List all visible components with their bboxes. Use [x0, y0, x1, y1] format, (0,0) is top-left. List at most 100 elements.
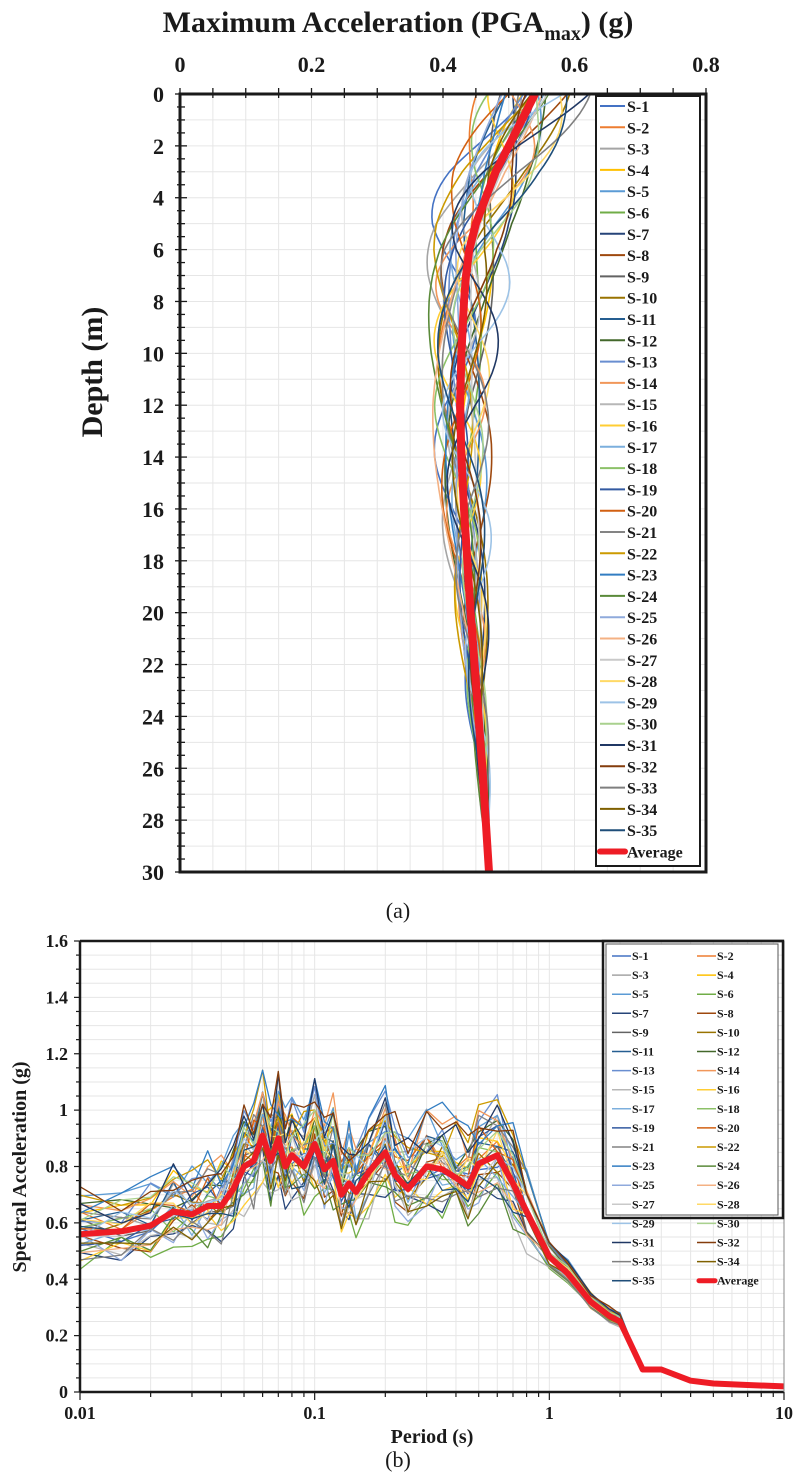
x-tick-label: 0	[175, 52, 186, 77]
legend-label: S-12	[717, 1045, 740, 1059]
legend-label: S-24	[717, 1159, 740, 1173]
legend-label-average: Average	[627, 845, 683, 862]
legend-label: S-8	[627, 248, 649, 265]
series-line-s-31	[79, 1073, 785, 1387]
legend-label: S-3	[632, 968, 649, 982]
legend-label: S-20	[717, 1121, 740, 1135]
y-tick-label: 1.6	[46, 931, 69, 951]
y-tick-label: 24	[142, 704, 164, 729]
panel-b-x-tick-labels: 0.01 0.1 1 10	[64, 1403, 793, 1423]
legend-label: S-23	[632, 1159, 655, 1173]
series-line-s-30	[79, 1103, 785, 1387]
legend-outer-frame	[601, 939, 785, 1220]
legend-label: S-11	[632, 1045, 654, 1059]
x-tick-label: 0.8	[692, 52, 720, 77]
legend-label: S-33	[627, 781, 657, 798]
y-tick-label: 14	[142, 445, 164, 470]
y-tick-label: 16	[142, 497, 164, 522]
y-tick-label: 8	[153, 289, 164, 314]
panel-b-y-tick-labels: 0 0.2 0.4 0.6 0.8 1 1.2 1.4 1.6	[46, 931, 69, 1402]
legend-label: S-31	[632, 1236, 655, 1250]
legend-label: S-25	[627, 610, 657, 627]
legend-label: S-6	[627, 206, 649, 223]
y-tick-label: 0.6	[46, 1213, 69, 1233]
legend-label: S-11	[627, 312, 656, 329]
legend-label: S-12	[627, 333, 657, 350]
legend-label: S-28	[717, 1197, 740, 1211]
x-tick-label: 10	[775, 1403, 793, 1423]
legend-label: S-16	[717, 1083, 740, 1097]
series-line-s-33	[439, 93, 592, 873]
legend-label: S-32	[717, 1236, 740, 1250]
legend-label: S-29	[627, 695, 657, 712]
legend-label: S-16	[627, 419, 657, 436]
legend-label: S-24	[627, 589, 657, 606]
y-tick-label: 0	[59, 1382, 68, 1402]
legend-label: S-13	[627, 355, 657, 372]
legend-label: S-9	[627, 269, 649, 286]
panel-a-legend: S-1 S-2 S-3 S-4 S-5 S-6 S-7 S-8 S-9 S-10 S-11 S-12 S…	[595, 95, 701, 867]
legend-label: S-5	[632, 987, 649, 1001]
legend-label: S-19	[632, 1121, 655, 1135]
y-tick-label: 0.8	[46, 1157, 69, 1177]
panel-a-y-axis-label: Depth (m)	[76, 307, 109, 438]
legend-label: S-27	[632, 1197, 655, 1211]
panel-a-depth-profile: Maximum Acceleration (PGAmax) (g) 0 0.2 0.…	[76, 6, 720, 923]
y-tick-label: 12	[142, 393, 164, 418]
panel-b-y-axis-label: Spectral Acceleration (g)	[9, 1061, 31, 1272]
panel-a-average-line	[456, 92, 539, 873]
y-tick-label: 28	[142, 808, 164, 833]
y-tick-label: 1	[59, 1100, 68, 1120]
legend-label: S-18	[627, 461, 657, 478]
y-tick-label: 1.2	[46, 1044, 69, 1064]
legend-label: S-9	[632, 1025, 649, 1039]
legend-label: S-27	[627, 653, 657, 670]
average-line	[456, 92, 539, 873]
legend-label: S-15	[632, 1083, 655, 1097]
y-tick-label: 4	[153, 186, 164, 211]
panel-a-title: Maximum Acceleration (PGAmax) (g)	[163, 6, 634, 45]
legend-label: S-3	[627, 142, 649, 159]
legend-label: S-15	[627, 397, 657, 414]
panel-b-response-spectra: 0.01 0.1 1 10 0 0.2 0.4 0.6 0.8 1 1.2 1.4 1.6 Spect…	[9, 931, 793, 1472]
legend-label: S-2	[627, 120, 649, 137]
legend-label: S-22	[627, 546, 657, 563]
x-tick-label: 0.6	[561, 52, 589, 77]
legend-label: S-30	[717, 1216, 740, 1230]
average-line	[79, 1132, 785, 1390]
y-tick-label: 22	[142, 653, 164, 678]
legend-label: S-34	[717, 1255, 740, 1269]
legend-label: S-20	[627, 504, 657, 521]
legend-label: S-34	[627, 802, 657, 819]
y-tick-label: 30	[142, 860, 164, 885]
x-tick-label: 0.4	[429, 52, 457, 77]
panel-a-axes	[175, 88, 708, 874]
panel-b-caption: (b)	[385, 1447, 411, 1472]
legend-label: S-2	[717, 949, 734, 963]
legend-label: S-8	[717, 1006, 734, 1020]
y-tick-label: 0.4	[46, 1269, 69, 1289]
legend-label: S-30	[627, 717, 657, 734]
panel-b-x-axis-label: Period (s)	[391, 1426, 474, 1448]
legend-label: S-28	[627, 674, 657, 691]
legend-label: S-1	[627, 99, 649, 116]
legend-label: S-29	[632, 1216, 655, 1230]
legend-label: S-33	[632, 1255, 655, 1269]
legend-label: S-22	[717, 1140, 740, 1154]
legend-label: S-35	[632, 1274, 655, 1288]
legend-label: S-14	[627, 376, 657, 393]
legend-label: S-17	[627, 440, 657, 457]
legend-label: S-6	[717, 987, 734, 1001]
legend-label-average: Average	[717, 1274, 759, 1288]
legend-label: S-21	[627, 525, 657, 542]
legend-label: S-35	[627, 823, 657, 840]
legend-box	[595, 95, 701, 867]
legend-label: S-25	[632, 1178, 655, 1192]
legend-label: S-7	[627, 227, 649, 244]
legend-box	[605, 943, 779, 1216]
legend-label: S-31	[627, 738, 657, 755]
legend-label: S-4	[717, 968, 734, 982]
panel-a-x-tick-labels: 0 0.2 0.4 0.6 0.8	[175, 52, 720, 77]
x-tick-label: 0.2	[298, 52, 326, 77]
